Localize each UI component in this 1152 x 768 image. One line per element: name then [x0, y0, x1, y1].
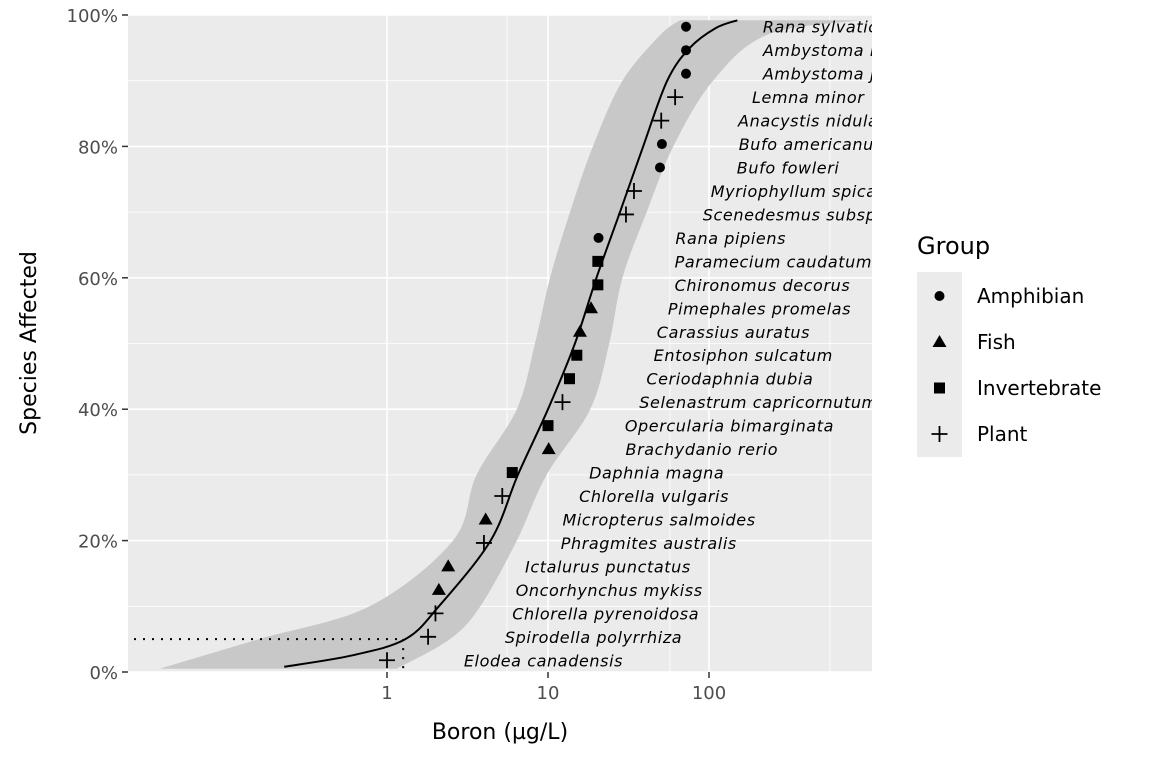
species-label: Myriophyllum spicatum	[711, 182, 911, 201]
data-point-plant	[625, 182, 642, 199]
data-point-invertebrate	[506, 467, 518, 479]
legend-key-triangle-icon	[932, 335, 947, 347]
species-label: Bufo americanus	[739, 135, 883, 154]
species-label: Opercularia bimarginata	[625, 417, 834, 436]
data-point-invertebrate	[571, 349, 583, 361]
species-label: Ceriodaphnia dubia	[646, 370, 813, 389]
species-label: Elodea canadensis	[464, 651, 623, 670]
y-tick-label: 0%	[89, 663, 118, 684]
x-tick-label: 1	[381, 683, 392, 704]
species-label: Rana sylvatica	[763, 18, 888, 37]
y-tick-label: 80%	[78, 137, 118, 158]
data-points	[379, 21, 692, 669]
data-point-fish	[431, 582, 446, 595]
data-point-amphibian	[654, 162, 665, 173]
data-point-plant	[667, 89, 684, 106]
species-label: Chironomus decorus	[675, 276, 851, 295]
legend-label-plant: Plant	[977, 422, 1028, 446]
data-point-plant	[427, 605, 444, 622]
data-point-invertebrate	[592, 255, 604, 267]
species-label: Lemna minor	[752, 88, 865, 107]
confidence-band-area	[160, 20, 861, 669]
data-point-fish	[584, 301, 599, 314]
data-point-amphibian	[593, 232, 604, 243]
x-tick-label: 10	[537, 683, 560, 704]
data-point-plant	[494, 488, 511, 505]
species-label: Paramecium caudatum	[675, 252, 872, 271]
data-point-plant	[653, 112, 670, 129]
species-label: Ictalurus punctatus	[525, 557, 691, 576]
species-label: Bufo fowleri	[737, 159, 840, 178]
axes: 0% 20% 40% 60% 80% 100% 1 10 100	[67, 6, 727, 704]
data-point-plant	[475, 534, 492, 551]
species-labels: Elodea canadensis Spirodella polyrrhiza Ch…	[464, 18, 999, 671]
data-point-amphibian	[681, 45, 692, 56]
data-point-amphibian	[656, 139, 667, 150]
data-point-plant	[554, 394, 571, 411]
data-point-invertebrate	[542, 420, 554, 432]
species-label: Ambystoma maculatum	[762, 41, 966, 60]
data-point-invertebrate	[592, 279, 604, 291]
species-label: Phragmites australis	[561, 534, 737, 553]
y-tick-label: 60%	[78, 269, 118, 290]
species-label: Micropterus salmoides	[562, 510, 755, 529]
species-label: Ambystoma jeffersonianum	[762, 65, 999, 84]
x-tick-label: 100	[692, 683, 726, 704]
species-label: Carassius auratus	[657, 323, 810, 342]
hc5-lines	[134, 638, 405, 672]
legend-key-square-icon	[934, 382, 945, 394]
y-axis-title: Species Affected	[17, 251, 42, 435]
legend-title: Group	[917, 232, 990, 260]
legend: Group Amphibian Fish Invertebrate Plant	[917, 232, 1101, 457]
species-label: Scenedesmus subspicatus	[703, 205, 928, 224]
data-point-fish	[541, 442, 556, 455]
species-label: Entosiphon sulcatum	[654, 346, 833, 365]
data-point-plant	[617, 206, 634, 223]
data-point-invertebrate	[563, 373, 575, 385]
legend-label-invertebrate: Invertebrate	[977, 376, 1101, 400]
legend-label-amphibian: Amphibian	[977, 284, 1084, 308]
data-point-fish	[478, 512, 493, 525]
fitted-curve	[284, 19, 738, 668]
confidence-band	[160, 20, 861, 669]
y-tick-label: 40%	[78, 400, 118, 421]
data-point-amphibian	[681, 21, 692, 32]
species-label: Pimephales promelas	[668, 299, 851, 318]
data-point-fish	[572, 324, 587, 337]
y-tick-label: 100%	[67, 6, 118, 27]
data-point-plant	[420, 628, 437, 645]
species-label: Chlorella pyrenoidosa	[512, 604, 699, 623]
data-point-amphibian	[681, 68, 692, 79]
x-axis-title: Boron (µg/L)	[432, 720, 568, 745]
data-point-fish	[441, 559, 456, 572]
legend-key-plus-icon	[931, 426, 948, 442]
species-label: Brachydanio rerio	[626, 440, 779, 459]
species-label: Selenastrum capricornutum	[639, 393, 877, 412]
species-label: Anacystis nidulans	[737, 112, 898, 131]
species-label: Rana pipiens	[675, 229, 786, 248]
fitted-curve-line	[284, 19, 738, 668]
species-label: Daphnia magna	[589, 464, 724, 483]
y-tick-label: 20%	[78, 532, 118, 553]
species-label: Spirodella polyrrhiza	[505, 628, 682, 647]
species-label: Oncorhynchus mykiss	[516, 581, 703, 600]
species-label: Chlorella vulgaris	[579, 487, 729, 506]
legend-label-fish: Fish	[977, 330, 1016, 354]
legend-key-circle-icon	[934, 291, 945, 301]
data-point-plant	[379, 652, 395, 669]
